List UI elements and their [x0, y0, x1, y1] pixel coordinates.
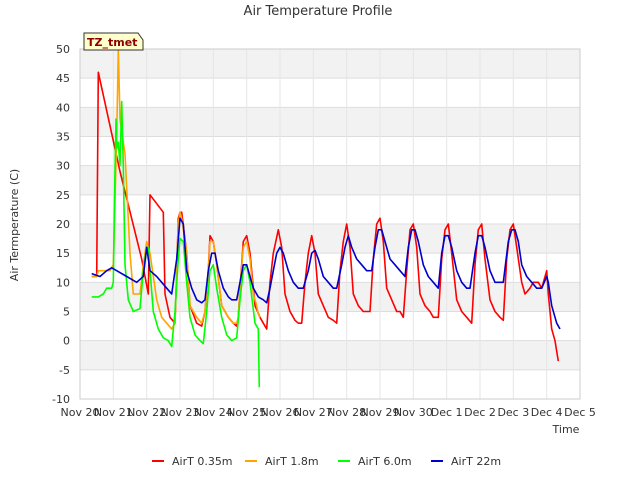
plot-band: [80, 282, 580, 312]
y-tick-label: 15: [56, 247, 70, 260]
legend: AirT 0.35m AirT 1.8m AirT 6.0m AirT 22m: [152, 455, 501, 468]
x-tick-label: Dec 4: [531, 406, 563, 419]
y-tick-label: 40: [56, 101, 70, 114]
plot-band: [80, 49, 580, 79]
x-tick-label: Nov 23: [161, 406, 200, 419]
x-tick-label: Dec 2: [464, 406, 496, 419]
legend-label: AirT 6.0m: [358, 455, 412, 468]
y-tick-label: -5: [59, 364, 70, 377]
x-tick-label: Nov 26: [261, 406, 300, 419]
badge-box: [83, 32, 144, 51]
x-tick-label: Nov 22: [127, 406, 166, 419]
x-tick-label: Dec 3: [497, 406, 529, 419]
plot-band: [80, 340, 580, 370]
y-tick-label: 10: [56, 276, 70, 289]
series-lines: [91, 48, 561, 388]
x-tick-label: Dec 5: [564, 406, 596, 419]
y-tick-label: 50: [56, 43, 70, 56]
y-tick-labels: -10 -5 0 5 10 15 20 25 30 35 40 45 50: [52, 43, 70, 406]
y-tick-label: -10: [52, 393, 70, 406]
legend-label: AirT 0.35m: [172, 455, 233, 468]
y-tick-label: 0: [63, 335, 70, 348]
series-line: [91, 100, 261, 388]
y-tick-label: 35: [56, 131, 70, 144]
plot-band: [80, 165, 580, 195]
chart-title: Air Temperature Profile: [244, 4, 393, 19]
plot-frame: [79, 48, 581, 400]
station-badge: TZ_tmet: [83, 32, 144, 51]
series-line: [91, 217, 561, 330]
x-axis-title: Time: [552, 423, 580, 436]
plot-band: [80, 224, 580, 254]
plot-bands: [80, 49, 580, 370]
x-tick-label: Nov 27: [294, 406, 333, 419]
y-tick-label: 5: [63, 306, 70, 319]
y-tick-label: 45: [56, 72, 70, 85]
x-tick-label: Dec 1: [431, 406, 463, 419]
x-tick-label: Nov 25: [227, 406, 266, 419]
x-tick-label: Nov 30: [394, 406, 433, 419]
legend-label: AirT 1.8m: [265, 455, 319, 468]
x-tick-label: Nov 29: [361, 406, 400, 419]
x-tick-label: Nov 28: [327, 406, 366, 419]
y-tick-label: 25: [56, 189, 70, 202]
plot-band: [80, 107, 580, 137]
y-axis-title: Air Termperature (C): [8, 169, 21, 281]
x-tick-label: Nov 21: [94, 406, 133, 419]
y-tick-label: 20: [56, 218, 70, 231]
x-tick-label: Nov 20: [61, 406, 100, 419]
y-tick-label: 30: [56, 160, 70, 173]
badge-label: TZ_tmet: [87, 36, 137, 49]
x-tick-label: Nov 24: [194, 406, 233, 419]
legend-label: AirT 22m: [451, 455, 501, 468]
